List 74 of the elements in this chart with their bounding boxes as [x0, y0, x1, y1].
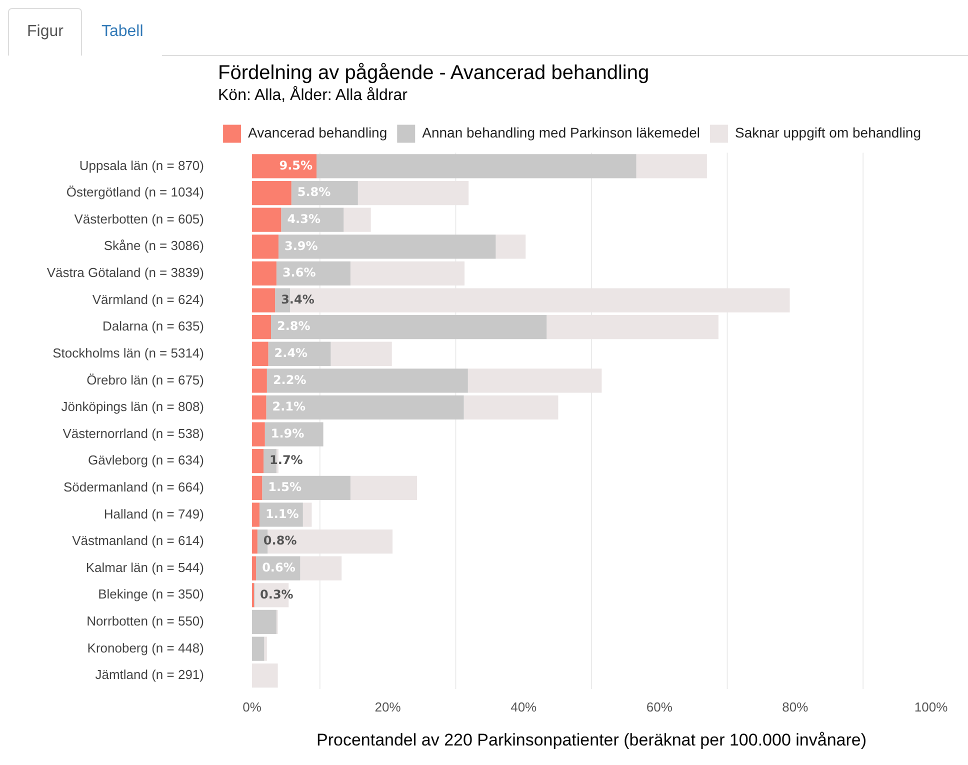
x-tick-label: 100% [914, 699, 948, 714]
bar [264, 422, 324, 446]
bar [266, 395, 464, 420]
bar [252, 636, 264, 661]
bar [252, 664, 278, 688]
bar [252, 610, 276, 634]
bar [252, 234, 278, 259]
x-tick-label: 40% [510, 699, 538, 714]
y-tick-label: Blekinge (n = 350) [98, 586, 204, 602]
data-label: 9.5% [279, 158, 313, 172]
data-label: 1.7% [270, 453, 303, 468]
bar [344, 208, 371, 232]
bar [278, 234, 496, 259]
bar [262, 476, 350, 500]
bar [252, 180, 292, 206]
y-tick-label: Jämtland (n = 291) [95, 667, 204, 682]
y-tick-label: Jönköpings län (n = 808) [61, 399, 204, 414]
y-tick-label: Gävleborg (n = 634) [88, 452, 204, 468]
bar [252, 529, 258, 554]
y-tick-label: Kronoberg (n = 448) [87, 640, 204, 656]
bar [252, 208, 282, 232]
bar [302, 502, 312, 527]
bar [464, 395, 558, 420]
bar [252, 288, 276, 312]
bar [252, 476, 262, 500]
bar [264, 636, 267, 661]
bar [350, 476, 417, 500]
x-tick-label: 60% [646, 699, 673, 714]
y-tick-label: Södermanland (n = 664) [63, 480, 204, 495]
x-tick-label: 20% [374, 699, 402, 714]
bar [252, 422, 265, 446]
bar [330, 342, 392, 366]
chart-title: Fördelning av pågående - Avancerad behandling [218, 62, 650, 85]
y-tick-label: Halland (n = 749) [104, 506, 204, 522]
y-tick-label: Norrbotten (n = 550) [86, 614, 204, 629]
data-label: 0.8% [263, 534, 297, 548]
chart-subtitle: Kön: Alla, Ålder: Alla åldrar [218, 87, 408, 105]
bar [252, 342, 268, 366]
x-tick-label: 80% [782, 699, 809, 714]
bar [496, 234, 526, 259]
y-tick-label: Västmanland (n = 614) [72, 533, 204, 548]
y-tick-label: Kalmar län (n = 544) [86, 560, 204, 575]
bar [271, 315, 547, 340]
y-tick-label: Västra Götaland (n = 3839) [46, 265, 204, 280]
bar [266, 368, 468, 393]
y-tick-label: Västerbotten (n = 605) [74, 211, 204, 226]
bar [252, 261, 276, 286]
bar [252, 368, 267, 393]
legend-label: Saknar uppgift om behandling [734, 124, 922, 141]
y-tick-label: Uppsala län (n = 870) [79, 158, 204, 173]
bar [252, 395, 266, 420]
bar [276, 261, 350, 286]
bar [252, 556, 256, 580]
bar [252, 154, 317, 178]
y-tick-label: Stockholms län (n = 5314) [52, 345, 204, 360]
bar [316, 154, 636, 178]
legend-label: Annan behandling med Parkinson läkemedel [422, 124, 700, 141]
data-label: 3.4% [281, 292, 314, 306]
y-tick-label: Östergötland (n = 1034) [66, 184, 204, 200]
x-axis-title: Procentandel av 220 Parkinsonpatienter (beräknat per 100.000 invånare) [316, 730, 867, 750]
y-tick-label: Dalarna (n = 635) [102, 318, 204, 334]
legend-label: Avancerad behandling [248, 124, 388, 141]
bar [252, 502, 260, 527]
y-tick-label: Västernorrland (n = 538) [62, 426, 204, 441]
bar [636, 154, 707, 178]
bar [252, 449, 264, 474]
data-label: 0.3% [260, 587, 294, 602]
text: Figur [8, 8, 82, 56]
y-tick-label: Örebro län (n = 675) [86, 372, 204, 388]
y-tick-label: Skåne (n = 3086) [104, 238, 204, 254]
y-tick-label: Värmland (n = 624) [92, 292, 204, 307]
text: Tabell [82, 8, 162, 56]
x-tick-label: 0% [242, 699, 262, 714]
bar [252, 315, 272, 340]
